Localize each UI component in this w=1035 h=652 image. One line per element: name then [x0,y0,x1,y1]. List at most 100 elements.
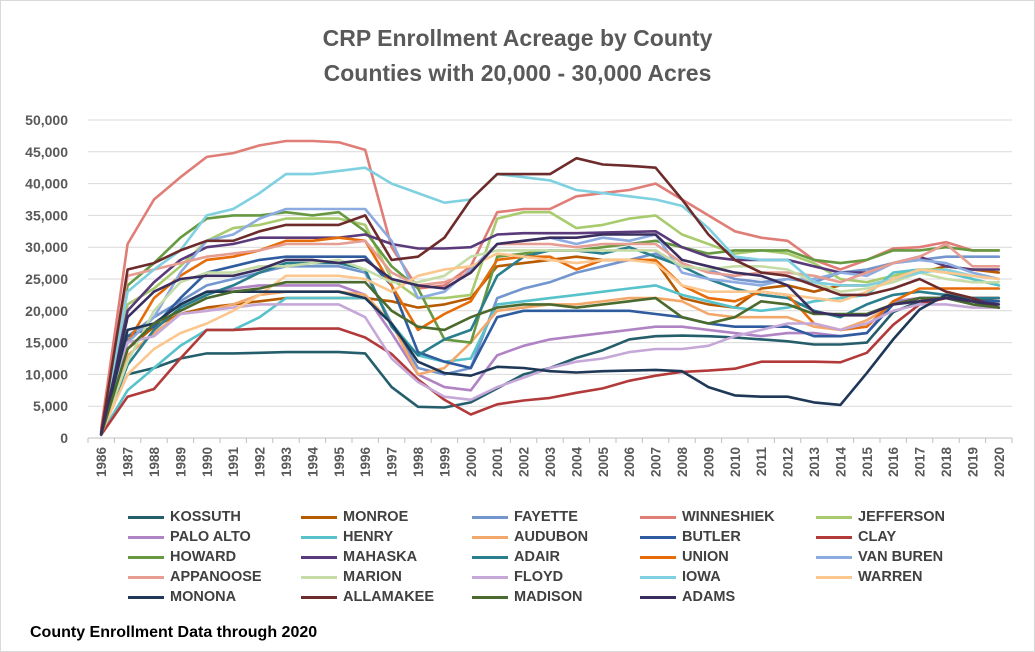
x-tick-label: 1998 [411,447,426,478]
x-tick-label: 2013 [807,447,822,478]
legend-swatch [472,535,508,539]
legend-label: HOWARD [170,549,237,565]
legend-item: IOWA [640,568,721,586]
series-line-union [99,236,1001,436]
legend-item: ADAIR [472,548,560,566]
x-tick-label: 1986 [94,447,109,478]
legend-item: MARION [301,568,402,586]
series-line-warren [99,252,1001,435]
legend-label: MONONA [170,589,237,605]
legend-item: ALLAMAKEE [301,588,434,606]
legend-item: MONROE [301,508,408,526]
series-line-marion [99,249,1001,435]
x-tick-label: 2016 [886,447,901,478]
x-tick-label: 1987 [121,447,136,477]
legend-swatch [301,535,337,539]
series-line-winneshiek [99,139,1001,430]
legend-swatch [816,555,852,559]
x-tick-label: 1990 [200,447,215,477]
legend-swatch [128,555,164,559]
legend-item: MAHASKA [301,548,417,566]
series-line-appanoose [99,239,1001,435]
x-tick-label: 2004 [569,447,584,478]
legend-label: KOSSUTH [170,509,241,525]
legend-item: JEFFERSON [816,508,945,526]
legend-item: VAN BUREN [816,548,943,566]
legend-swatch [128,515,164,519]
legend-swatch [640,595,676,599]
x-tick-label: 2003 [543,447,558,478]
legend-label: MARION [343,569,402,585]
x-tick-label: 2019 [965,447,980,477]
x-tick-label: 2014 [833,447,848,478]
legend-label: ADAMS [682,589,736,605]
legend-item: WINNESHIEK [640,508,775,526]
legend-item: WARREN [816,568,922,586]
legend-label: ALLAMAKEE [343,589,435,605]
y-tick-label: 5,000 [33,398,68,414]
legend-swatch [128,595,164,599]
x-tick-label: 1997 [385,447,400,477]
legend-swatch [640,535,676,539]
legend-swatch [640,555,676,559]
x-tick-label: 2005 [596,447,611,478]
legend-swatch [301,595,337,599]
x-tick-label: 2017 [913,447,928,477]
legend-label: PALO ALTO [170,529,251,545]
x-tick-label: 2018 [939,447,954,478]
legend-swatch [472,595,508,599]
y-tick-label: 25,000 [25,271,68,287]
legend-label: FAYETTE [514,509,578,525]
legend-item: HENRY [301,528,393,546]
x-tick-label: 1992 [253,447,268,477]
x-tick-label: 2020 [992,447,1007,477]
y-tick-label: 20,000 [25,303,68,319]
x-tick-label: 1988 [147,447,162,478]
legend-label: MAHASKA [343,549,418,565]
legend-label: VAN BUREN [858,549,944,565]
legend-label: MONROE [343,509,409,525]
x-tick-label: 2006 [622,447,637,478]
x-tick-label: 2009 [701,447,716,477]
series-line-butler [99,255,1001,436]
x-tick-label: 2012 [781,447,796,477]
legend-label: CLAY [858,529,897,545]
legend-swatch [640,575,676,579]
legend-label: WINNESHIEK [682,509,775,525]
x-tick-label: 2007 [649,447,664,477]
legend-item: CLAY [816,528,896,546]
x-tick-label: 2002 [517,447,532,477]
series-line-adams [99,233,1001,436]
chart-subtitle: Counties with 20,000 - 30,000 Acres [323,60,712,86]
legend-item: AUDUBON [472,528,588,546]
legend-item: UNION [640,548,729,566]
legend-label: HENRY [343,529,394,545]
legend-swatch [301,515,337,519]
legend-label: UNION [682,549,729,565]
legend-item: BUTLER [640,528,741,546]
y-tick-label: 40,000 [25,176,68,192]
x-tick-label: 2001 [490,447,505,478]
legend-swatch [472,575,508,579]
legend-swatch [472,555,508,559]
legend-item: FLOYD [472,568,563,586]
x-tick-label: 1991 [226,447,241,478]
y-tick-label: 35,000 [25,207,68,223]
legend-label: AUDUBON [514,529,589,545]
legend-item: MONONA [128,588,236,606]
legend-item: PALO ALTO [128,528,251,546]
legend-label: JEFFERSON [858,509,946,525]
y-tick-label: 0 [60,430,68,446]
x-tick-label: 1996 [358,447,373,478]
series-line-allamakee [99,156,1001,435]
x-tick-label: 1994 [305,447,320,478]
series-line-clay [99,296,1001,437]
legend-swatch [128,535,164,539]
series-line-monona [99,290,1001,437]
x-tick-label: 1989 [173,447,188,477]
legend-label: ADAIR [514,549,560,565]
legend-swatch [816,575,852,579]
legend-swatch [128,575,164,579]
chart-title: CRP Enrollment Acreage by County [322,25,713,51]
legend-item: KOSSUTH [128,508,241,526]
